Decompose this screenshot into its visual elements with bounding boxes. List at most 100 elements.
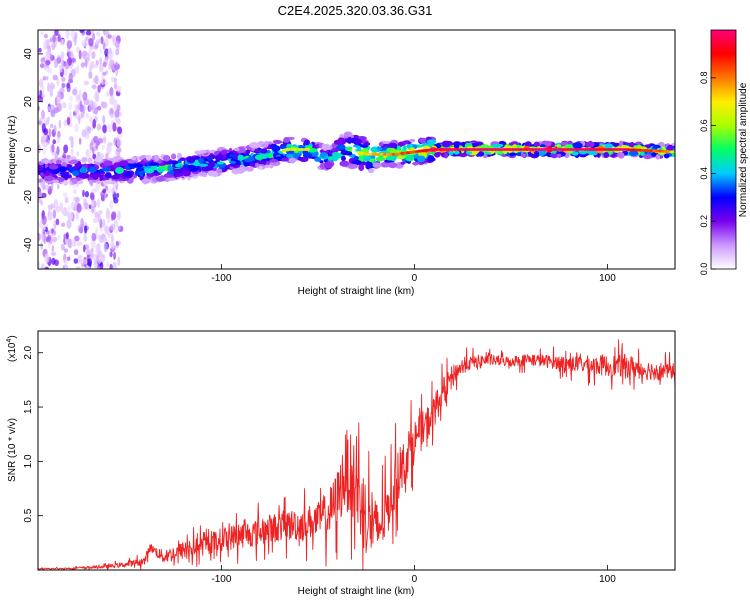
spectrogram-ridge-cell [347, 163, 358, 169]
spectrogram-noise-cell [84, 191, 90, 198]
spectrogram-noise-cell [91, 188, 97, 194]
spectrogram-ridge-cell [135, 167, 145, 172]
spectrogram-x-tick-label: 0 [412, 273, 418, 284]
spectrogram-ridge-cell [652, 144, 661, 149]
spectrogram-noise-cell [49, 81, 54, 91]
spectrogram-ridge-cell [177, 159, 182, 165]
spectrogram-noise-cell [113, 219, 119, 228]
spectrogram-noise-cell [66, 40, 73, 49]
spectrogram-noise-cell [40, 263, 45, 269]
spectrogram-ridge-cell [358, 164, 365, 172]
spectrogram-noise-cell [107, 232, 112, 238]
spectrogram-ridge-cell [115, 166, 124, 174]
spectrogram-noise-cell [92, 217, 99, 224]
colorbar-tick-label: 0.4 [699, 167, 709, 180]
spectrogram-noise-cell [73, 188, 77, 195]
spectrogram-ridge-cell [628, 150, 639, 157]
spectrogram-noise-cell [97, 198, 101, 208]
spectrogram-ridge-cell [375, 156, 385, 162]
snr-y-tick-label: 2.0 [23, 345, 34, 359]
spectrogram-ridge-cell [434, 152, 441, 158]
spectrogram-noise-cell [96, 264, 101, 269]
colorbar-ticks: 0.0 0.2 0.4 0.6 0.8 [699, 72, 716, 276]
spectrogram-ridge-cell [267, 152, 273, 159]
figure-title: C2E4.2025.320.03.36.G31 [278, 3, 433, 18]
spectrogram-ridge-cell [45, 170, 50, 177]
spectrogram-y-tick-label: 20 [23, 96, 34, 108]
spectrogram-ridge-cell [52, 158, 57, 163]
spectrogram-ridge-cell [427, 155, 435, 162]
spectrogram-noise-cell [114, 78, 118, 87]
spectrogram-ridge-cell [216, 161, 225, 165]
spectrogram-noise-cell [52, 74, 58, 81]
spectrogram-ridge-cell [87, 157, 93, 164]
spectrogram-noise-cell [43, 225, 46, 231]
spectrogram-noise-cell [51, 244, 55, 252]
spectrogram-ridge-cell [388, 142, 398, 149]
spectrogram-noise-cell [93, 101, 97, 109]
snr-x-tick-label: 0 [412, 574, 418, 585]
spectrogram-ridge-cell [260, 148, 268, 154]
colorbar: 0.0 0.2 0.4 0.6 0.8 Normalized spectral ampl… [699, 29, 749, 276]
spectrogram-noise-cell [73, 240, 77, 247]
spectrogram-noise-cell [73, 258, 79, 264]
spectrogram-noise-cell [90, 247, 94, 254]
spectrogram-noise-cell [90, 61, 95, 69]
spectrogram-noise-cell [68, 95, 73, 102]
spectrogram-ridge-cell [43, 175, 54, 182]
spectrogram-noise-cell [96, 151, 101, 158]
spectrogram-ridge-cell [206, 157, 214, 161]
spectrogram-noise-cell [102, 78, 106, 84]
spectrogram-ridge-cell [386, 155, 394, 161]
spectrogram-ridge-cell [180, 167, 187, 171]
spectrogram-ridge-cell [663, 153, 670, 159]
spectrogram-ridge-cell [604, 143, 613, 149]
spectrogram-ridge-cell [167, 177, 177, 182]
spectrogram-ridge-cell [157, 168, 162, 173]
spectrogram-ridge-cell [167, 165, 172, 172]
spectrogram-noise-cell [83, 98, 90, 106]
spectrogram-ridge-cell [642, 153, 652, 160]
spectrogram-ridge-cell [586, 141, 595, 148]
spectrogram-noise-cell [85, 112, 90, 119]
spectrogram-noise-cell [45, 49, 51, 59]
spectrogram-noise-cell [57, 33, 61, 43]
spectrogram-noise-cell [92, 118, 97, 129]
spectrogram-ridge-cell [245, 166, 254, 172]
spectrogram-noise-cell [65, 30, 70, 39]
spectrogram-ridge-cell [216, 168, 223, 174]
spectrogram-noise-cell [85, 125, 91, 135]
spectrogram-noise-cell [105, 91, 110, 97]
spectrogram-ridge-cell [199, 172, 207, 176]
spectrogram-x-tick-label: 100 [599, 273, 616, 284]
spectrogram-noise-cell [47, 106, 52, 112]
spectrogram-noise-cell [78, 254, 84, 259]
spectrogram-noise-cell [113, 99, 118, 110]
spectrogram-noise-cell [60, 209, 67, 215]
spectrogram-noise-cell [44, 266, 49, 269]
spectrogram-ridge-cell [145, 154, 152, 161]
spectrogram-marks [38, 30, 675, 269]
spectrogram-noise-cell [102, 237, 108, 242]
spectrogram-noise-cell [88, 102, 92, 112]
spectrogram-ridge-cell [448, 150, 454, 156]
spectrogram-noise-cell [93, 64, 99, 69]
spectrogram-ridge-cell [261, 143, 268, 148]
spectrogram-noise-cell [98, 63, 104, 73]
spectrogram-noise-cell [38, 232, 41, 242]
spectrogram-noise-cell [42, 75, 47, 81]
snr-marks [37, 339, 676, 570]
spectrogram-ridge-cell [103, 160, 113, 167]
spectrogram-ridge-cell [134, 170, 141, 176]
spectrogram-noise-cell [46, 45, 51, 51]
colorbar-tick-label: 0.0 [699, 263, 709, 276]
spectrogram-ridge-cell [104, 172, 112, 179]
spectrogram-noise-cell [43, 33, 48, 39]
spectrogram-ridge-cell [667, 144, 674, 151]
spectrogram-noise-cell [66, 116, 71, 126]
spectrogram-noise-cell [62, 192, 68, 198]
spectrogram-ridge-cell [60, 172, 68, 177]
spectrogram-ridge-cell [314, 157, 322, 162]
spectrogram-noise-cell [95, 92, 100, 103]
